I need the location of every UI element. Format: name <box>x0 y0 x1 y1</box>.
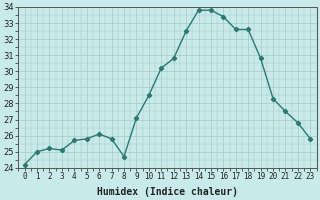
X-axis label: Humidex (Indice chaleur): Humidex (Indice chaleur) <box>97 186 238 197</box>
